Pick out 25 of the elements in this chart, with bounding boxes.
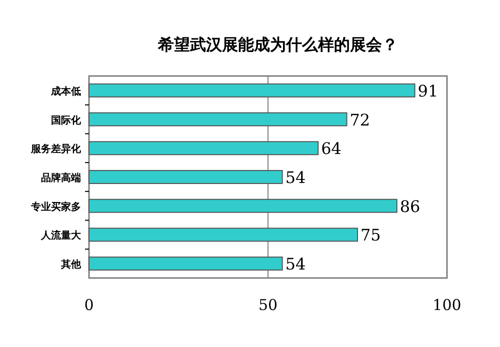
bar xyxy=(88,141,319,156)
data-label: 91 xyxy=(418,81,438,100)
y-tick-label: 品牌高端 xyxy=(41,172,81,184)
y-tick-label: 国际化 xyxy=(51,114,82,126)
x-tick-label: 50 xyxy=(258,296,278,314)
bar xyxy=(88,228,358,242)
x-tick-label: 100 xyxy=(432,296,462,314)
data-label: 86 xyxy=(400,196,420,216)
bar xyxy=(88,170,283,184)
data-label: 54 xyxy=(285,168,306,187)
bar xyxy=(88,83,416,98)
bar xyxy=(88,256,283,271)
data-label: 72 xyxy=(350,110,370,130)
bar xyxy=(88,198,398,213)
y-tick-label: 成本低 xyxy=(50,85,81,98)
data-label: 75 xyxy=(360,226,381,245)
y-tick-label: 人流量大 xyxy=(40,230,82,242)
y-tick-label: 服务差异化 xyxy=(30,143,82,156)
y-tick-label: 专业买家多 xyxy=(30,200,81,213)
chart-title: 希望武汉展能成为什么样的展会？ xyxy=(157,35,398,54)
y-tick-label: 其他 xyxy=(60,258,82,271)
x-tick-label: 0 xyxy=(84,296,94,314)
bar xyxy=(88,112,348,126)
data-label: 64 xyxy=(321,139,342,158)
data-label: 54 xyxy=(285,254,306,274)
